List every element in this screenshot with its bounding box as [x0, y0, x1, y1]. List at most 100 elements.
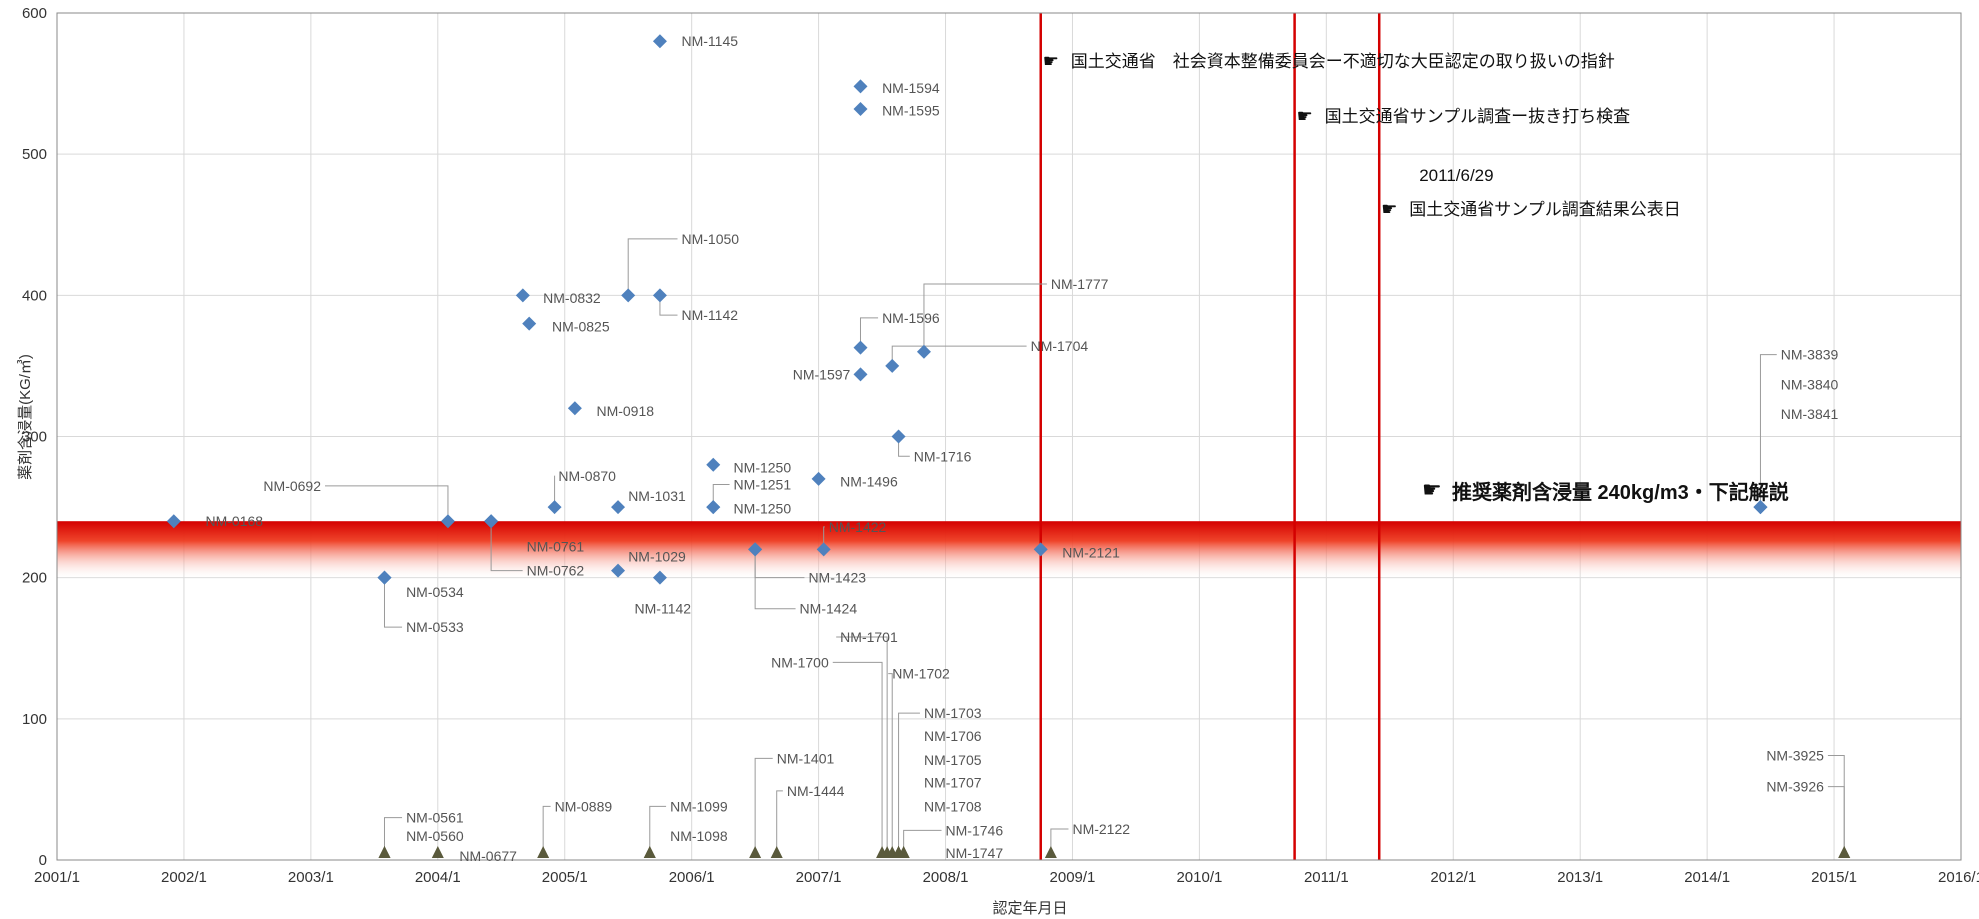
- label-leader: [383, 577, 403, 628]
- pointer-icon: ☛: [1297, 106, 1313, 126]
- data-label: NM-1050: [682, 231, 740, 247]
- pointer-icon: ☛: [1422, 477, 1442, 502]
- data-point: [484, 514, 499, 529]
- data-label: NM-1250: [734, 460, 792, 476]
- data-label: NM-1701: [840, 629, 898, 645]
- label-leader: [888, 673, 893, 852]
- x-tick-label: 2008/1: [923, 869, 969, 886]
- data-label: NM-3841: [1781, 406, 1839, 422]
- data-point: [378, 846, 391, 858]
- data-label: NM-0918: [596, 403, 654, 419]
- label-leader: [832, 661, 883, 852]
- data-point: [1753, 500, 1768, 515]
- data-label: NM-1716: [914, 448, 972, 464]
- y-tick-label: 500: [22, 146, 47, 163]
- data-point: [377, 570, 392, 585]
- data-label: NM-1423: [808, 570, 866, 586]
- label-leader: [712, 483, 730, 508]
- data-label: NM-1099: [670, 798, 728, 814]
- data-points: [166, 34, 1851, 858]
- data-point: [611, 500, 626, 515]
- data-label: NM-1444: [787, 783, 845, 799]
- label-leader: [776, 790, 783, 852]
- data-point: [537, 846, 550, 858]
- data-label: NM-1250: [734, 500, 792, 516]
- data-point: [916, 344, 931, 359]
- data-point: [431, 846, 444, 858]
- recommended-note-text: 推奨薬剤含浸量 240kg/m3・下記解説: [1452, 480, 1789, 504]
- x-tick-label: 2004/1: [415, 869, 461, 886]
- data-label: NM-1707: [924, 774, 982, 790]
- data-label: NM-1422: [829, 519, 887, 535]
- data-labels: NM-0168 NM-0534 NM-0533 NM-0692 NM-0761 NM-07…: [206, 33, 1839, 864]
- data-point: [816, 542, 831, 557]
- x-tick-label: 2001/1: [34, 869, 80, 886]
- data-point: [706, 500, 721, 515]
- data-label: NM-3840: [1781, 376, 1839, 392]
- data-point: [652, 34, 667, 49]
- data-label: NM-0560: [406, 828, 464, 844]
- label-leader: [898, 712, 920, 852]
- x-tick-label: 2007/1: [796, 869, 842, 886]
- data-label: NM-0677: [459, 848, 517, 864]
- label-leader: [1759, 354, 1777, 508]
- data-point: [621, 288, 636, 303]
- x-tick-label: 2006/1: [669, 869, 715, 886]
- data-label: NM-1142: [682, 307, 739, 323]
- label-leader: [649, 805, 667, 852]
- data-point: [522, 316, 537, 331]
- data-point: [652, 288, 667, 303]
- data-point: [897, 846, 910, 858]
- event-lines: [1039, 13, 1381, 860]
- data-point: [853, 340, 868, 355]
- data-point: [643, 846, 656, 858]
- data-label: NM-1496: [840, 474, 898, 490]
- y-tick-label: 400: [22, 287, 47, 304]
- data-point: [515, 288, 530, 303]
- plot-frame: [56, 12, 1962, 861]
- x-tick-label: 2009/1: [1050, 869, 1096, 886]
- data-point: [440, 514, 455, 529]
- x-tick-label: 2014/1: [1684, 869, 1730, 886]
- data-point: [547, 500, 562, 515]
- data-label: NM-1705: [924, 752, 982, 768]
- event-annotation: 国土交通省 社会資本整備委員会ー不適切な大臣認定の取り扱いの指針: [1071, 52, 1615, 71]
- data-point: [885, 358, 900, 373]
- event-annotation: 国土交通省サンプル調査結果公表日: [1409, 200, 1681, 219]
- data-label: NM-1594: [882, 80, 940, 96]
- data-label: NM-2122: [1072, 821, 1130, 837]
- x-tick-label: 2015/1: [1811, 869, 1857, 886]
- label-leader: [1827, 755, 1845, 852]
- y-axis-label: 薬剤含浸量(KG/㎥): [17, 354, 34, 480]
- data-label: NM-0533: [406, 619, 464, 635]
- label-leaders: [325, 238, 1845, 852]
- label-leader: [542, 805, 551, 852]
- label-leader: [383, 817, 403, 852]
- data-point: [706, 457, 721, 472]
- data-point: [1044, 846, 1057, 858]
- data-label: NM-1702: [892, 666, 950, 682]
- x-tick-label: 2012/1: [1430, 869, 1476, 886]
- data-point: [770, 846, 783, 858]
- data-label: NM-1597: [793, 366, 851, 382]
- data-label: NM-1595: [882, 102, 940, 118]
- data-label: NM-1098: [670, 828, 728, 844]
- data-point: [748, 542, 763, 557]
- data-label: NM-1777: [1051, 276, 1109, 292]
- data-label: NM-1700: [771, 654, 829, 670]
- data-point: [1033, 542, 1048, 557]
- y-tick-label: 0: [39, 852, 47, 869]
- label-leader: [903, 829, 942, 852]
- data-point: [567, 401, 582, 416]
- data-label: NM-1747: [946, 845, 1004, 861]
- data-label: NM-1424: [800, 601, 858, 617]
- y-tick-label: 200: [22, 570, 47, 587]
- data-point: [611, 563, 626, 578]
- data-point: [749, 846, 762, 858]
- data-label: NM-0534: [406, 584, 464, 600]
- x-axis-label: 認定年月日: [992, 900, 1067, 917]
- recommended-band: [57, 521, 1961, 578]
- data-point: [1838, 846, 1851, 858]
- data-label: NM-1401: [777, 750, 835, 766]
- data-label: NM-1706: [924, 728, 982, 744]
